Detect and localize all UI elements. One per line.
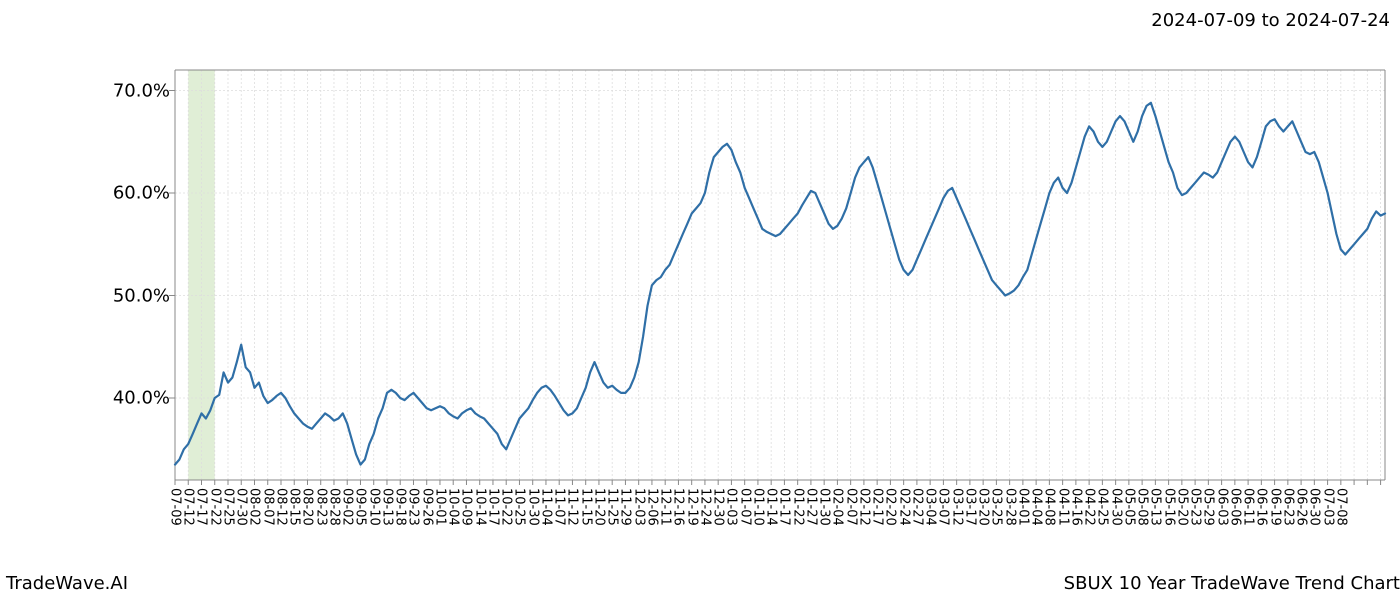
- date-range-label: 2024-07-09 to 2024-07-24: [1151, 10, 1390, 31]
- chart-title-label: SBUX 10 Year TradeWave Trend Chart: [1064, 573, 1400, 594]
- chart-area: 40.0%50.0%60.0%70.0% 07-0907-1207-1707-2…: [0, 40, 1400, 540]
- y-tick-label: 50.0%: [110, 285, 170, 306]
- y-tick-label: 60.0%: [110, 183, 170, 204]
- y-tick-label: 40.0%: [110, 388, 170, 409]
- x-tick-label: 07-08: [1333, 488, 1348, 526]
- brand-label: TradeWave.AI: [6, 573, 128, 594]
- y-tick-label: 70.0%: [110, 80, 170, 101]
- line-chart-svg: [0, 40, 1400, 540]
